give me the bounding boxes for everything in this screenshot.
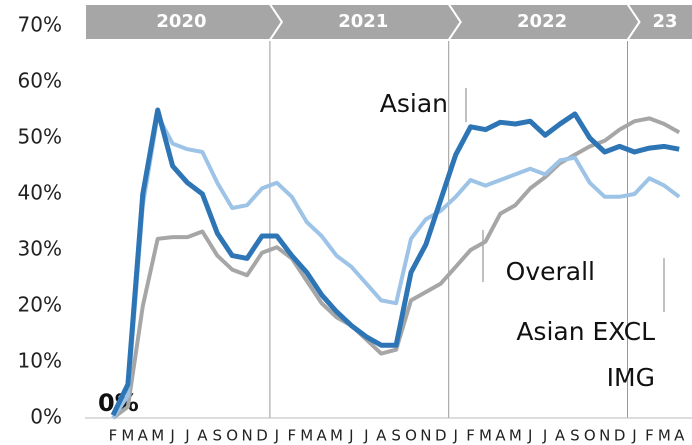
x-tick-label: M xyxy=(300,427,313,445)
series-label: Asian xyxy=(379,89,448,118)
y-tick-label: 70% xyxy=(18,13,62,37)
x-tick-label: F xyxy=(287,427,296,445)
x-tick-label: J xyxy=(542,427,547,445)
series-line xyxy=(110,107,680,417)
x-tick-label: J xyxy=(363,427,368,445)
x-tick-label: A xyxy=(555,427,566,445)
x-tick-label: A xyxy=(316,427,327,445)
x-tick-label: F xyxy=(466,427,475,445)
x-tick-label: D xyxy=(435,427,447,445)
y-tick-label: 30% xyxy=(18,237,62,261)
x-tick-label: A xyxy=(495,427,506,445)
x-tick-label: J xyxy=(274,427,279,445)
x-tick-label: M xyxy=(121,427,134,445)
x-tick-label: O xyxy=(584,427,596,445)
series-line xyxy=(111,116,681,420)
x-tick-label: M xyxy=(658,427,671,445)
x-tick-label: N xyxy=(599,427,610,445)
x-tick-label: J xyxy=(452,427,457,445)
x-tick-label: O xyxy=(226,427,238,445)
year-label: 2021 xyxy=(338,11,388,32)
x-tick-label: F xyxy=(645,427,654,445)
x-tick-label: S xyxy=(570,427,580,445)
x-tick-label: M xyxy=(509,427,522,445)
x-tick-label: A xyxy=(674,427,685,445)
x-tick-label: J xyxy=(631,427,636,445)
y-tick-label: 20% xyxy=(18,293,62,317)
y-tick-label: 50% xyxy=(18,125,62,149)
x-tick-label: D xyxy=(256,427,268,445)
series-label: Asian EXCL IMG xyxy=(516,317,655,392)
x-tick-label: S xyxy=(213,427,223,445)
y-tick-label: 40% xyxy=(18,181,62,205)
y-tick-label: 0% xyxy=(30,405,62,429)
x-tick-label: J xyxy=(169,427,174,445)
x-tick-label: M xyxy=(151,427,164,445)
x-tick-label: A xyxy=(376,427,387,445)
year-label: 23 xyxy=(652,11,677,32)
x-tick-label: A xyxy=(197,427,208,445)
x-tick-label: J xyxy=(184,427,189,445)
year-band xyxy=(625,3,692,41)
year-label: 2020 xyxy=(156,11,206,32)
x-tick-label: M xyxy=(330,427,343,445)
x-tick-label: A xyxy=(138,427,149,445)
x-tick-label: S xyxy=(391,427,401,445)
x-tick-label: M xyxy=(479,427,492,445)
x-tick-label: D xyxy=(614,427,626,445)
x-tick-label: N xyxy=(241,427,252,445)
x-tick-label: N xyxy=(420,427,431,445)
x-tick-label: F xyxy=(109,427,118,445)
y-tick-label: 10% xyxy=(18,349,62,373)
x-tick-label: O xyxy=(405,427,417,445)
series-label: Overall xyxy=(505,257,595,286)
x-tick-label: J xyxy=(527,427,532,445)
x-tick-label: J xyxy=(348,427,353,445)
year-label: 2022 xyxy=(517,11,567,32)
series-line xyxy=(111,113,681,420)
y-tick-label: 60% xyxy=(18,69,62,93)
